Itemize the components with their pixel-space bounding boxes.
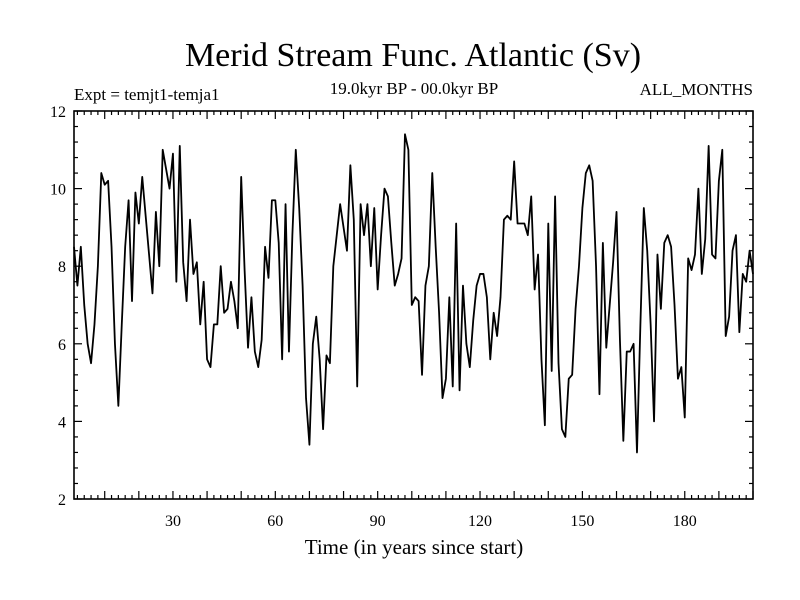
x-tick-label: 90 [370, 513, 386, 530]
axis-tick-labels: 30 60 90 120 150 180 2 4 6 8 10 12 [50, 104, 697, 530]
y-tick-label: 2 [58, 492, 66, 509]
x-tick-label: 30 [165, 513, 181, 530]
y-tick-label: 6 [58, 337, 66, 354]
x-axis-label: Time (in years since start) [305, 535, 524, 559]
y-tick-label: 4 [58, 414, 66, 431]
series-line [73, 133, 754, 454]
chart-title: Merid Stream Func. Atlantic (Sv) [185, 37, 641, 74]
axis-ticks [74, 110, 754, 500]
plot-frame [73, 110, 754, 500]
x-tick-label: 150 [570, 513, 594, 530]
time-range-label: 19.0kyr BP - 00.0kyr BP [330, 79, 498, 98]
y-tick-label: 12 [50, 104, 66, 121]
months-label: ALL_MONTHS [640, 80, 753, 99]
x-tick-label: 60 [267, 513, 283, 530]
x-tick-label: 120 [468, 513, 492, 530]
y-tick-label: 8 [58, 259, 66, 276]
x-tick-label: 180 [673, 513, 697, 530]
y-tick-label: 10 [50, 182, 66, 199]
experiment-label: Expt = temjt1-temja1 [74, 85, 220, 104]
